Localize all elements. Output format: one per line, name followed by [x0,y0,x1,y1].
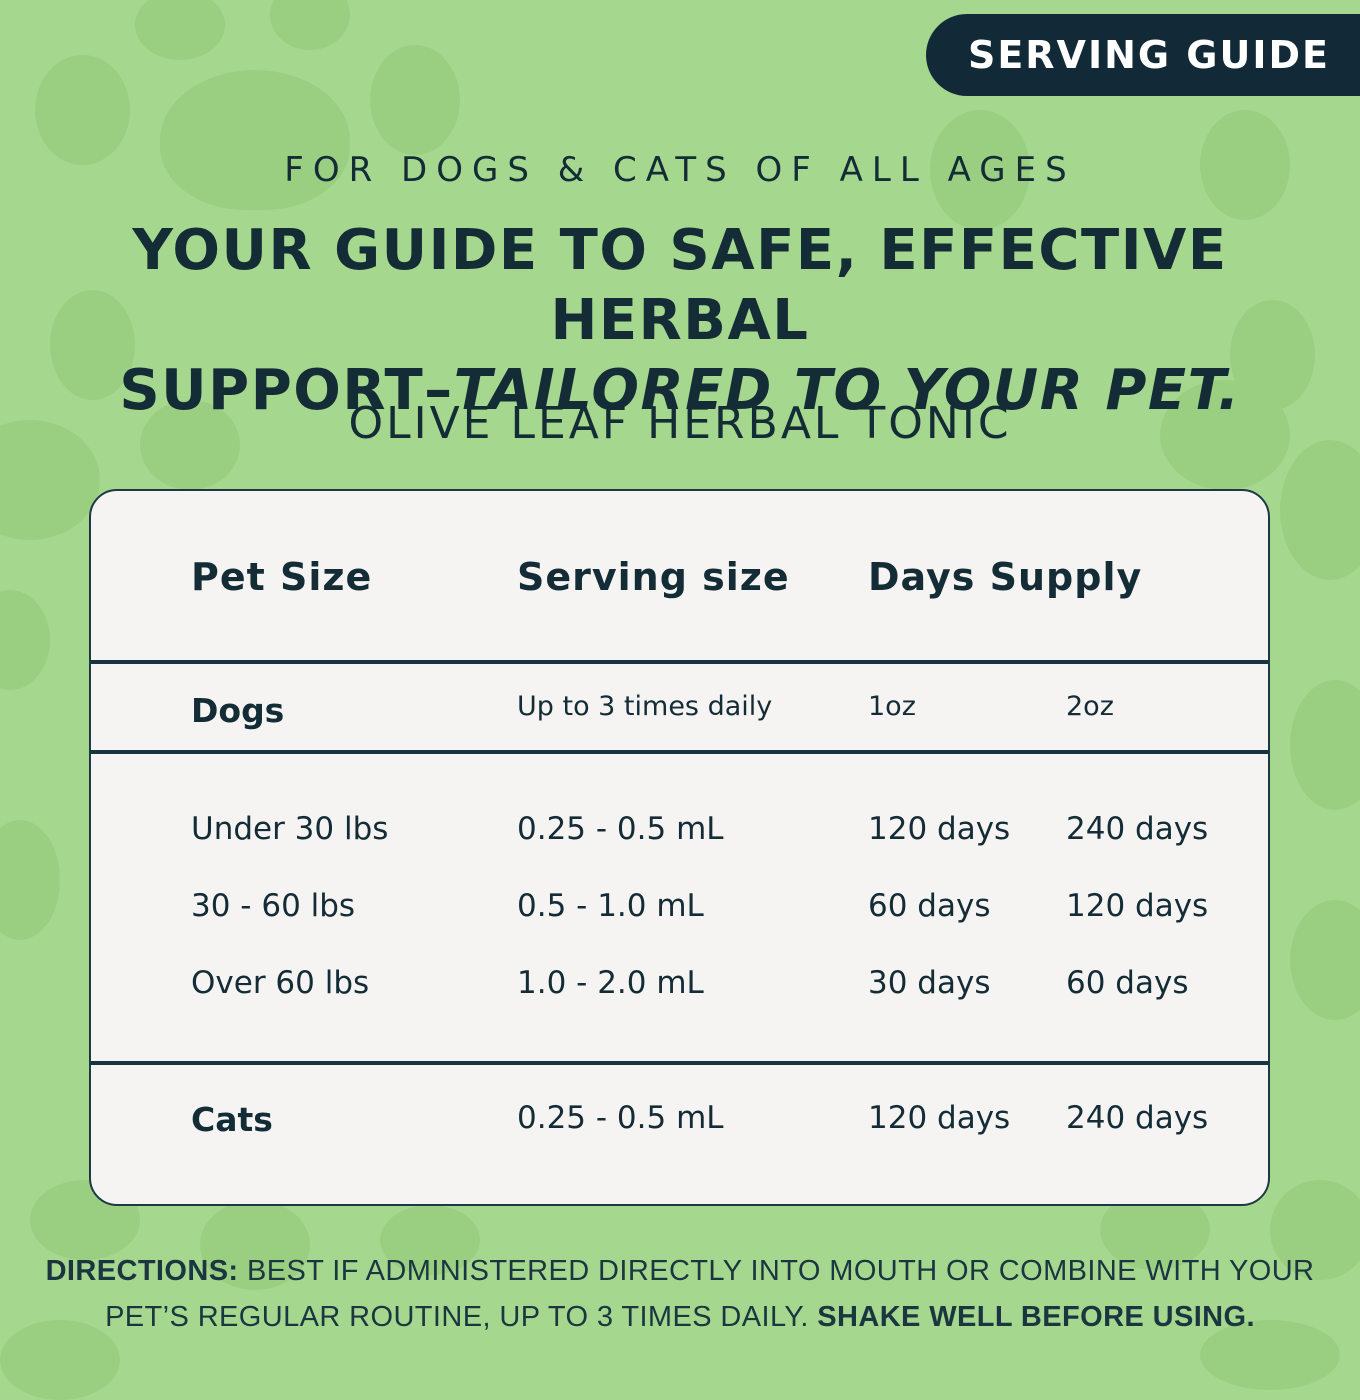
headline-line-2: SUPPORT–TAILORED TO YOUR PET. [0,356,1360,426]
serving-cell: 0.25 - 0.5 mL [517,1100,724,1136]
dogs-label: Dogs [191,691,285,730]
divider [91,750,1268,754]
supply-2oz-cell: 240 days [1066,1100,1209,1136]
supply-2oz-cell: 240 days [1066,811,1209,847]
headline-line-1: YOUR GUIDE TO SAFE, EFFECTIVE HERBAL [132,218,1228,353]
serving-cell: 0.25 - 0.5 mL [517,811,724,847]
pet-size-cell: Under 30 lbs [191,811,389,847]
serving-cell: 0.5 - 1.0 mL [517,888,704,924]
header-serving-size: Serving size [517,555,790,599]
header-pet-size: Pet Size [191,555,373,599]
directions: DIRECTIONS: BEST IF ADMINISTERED DIRECTL… [0,1248,1360,1340]
serving-table: Pet Size Serving size Days Supply Dogs U… [89,489,1270,1206]
headline-italic: TAILORED TO YOUR PET. [453,358,1241,423]
directions-emphasis: SHAKE WELL BEFORE USING. [817,1301,1255,1333]
header-days-supply: Days Supply [868,555,1143,599]
pet-size-cell: 30 - 60 lbs [191,888,356,924]
headline-plain: SUPPORT [119,358,425,423]
badge-label: SERVING GUIDE [967,33,1330,77]
supply-2oz-cell: 60 days [1066,965,1189,1001]
headline-dash: – [424,358,454,423]
serving-guide-badge: SERVING GUIDE [926,14,1360,96]
size-1oz: 1oz [868,691,916,722]
supply-1oz-cell: 30 days [868,965,991,1001]
serving-cell: 1.0 - 2.0 mL [517,965,704,1001]
headline: YOUR GUIDE TO SAFE, EFFECTIVE HERBAL SUP… [0,216,1360,426]
product-name: OLIVE LEAF HERBAL TONIC [348,398,1012,449]
cats-label: Cats [191,1100,273,1139]
dogs-frequency: Up to 3 times daily [517,691,773,722]
divider [91,1061,1268,1065]
supply-1oz-cell: 120 days [868,1100,1011,1136]
size-2oz: 2oz [1066,691,1114,722]
eyebrow-text: FOR DOGS & CATS OF ALL AGES [284,150,1076,190]
supply-1oz-cell: 120 days [868,811,1011,847]
pet-size-cell: Over 60 lbs [191,965,370,1001]
directions-text: BEST IF ADMINISTERED DIRECTLY INTO MOUTH… [105,1255,1315,1333]
supply-2oz-cell: 120 days [1066,888,1209,924]
supply-1oz-cell: 60 days [868,888,991,924]
directions-label: DIRECTIONS: [45,1255,239,1287]
divider [91,660,1268,664]
